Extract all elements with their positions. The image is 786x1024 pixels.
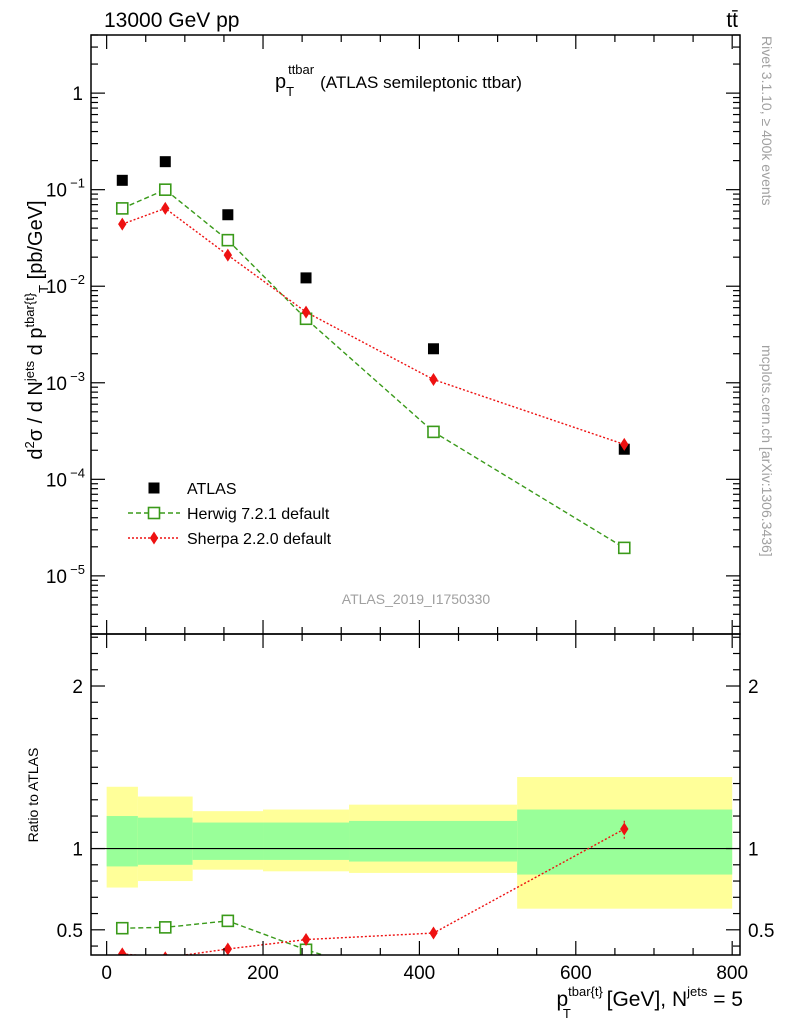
legend-marker-atlas	[148, 482, 160, 494]
ratio-y-tick-label-right-0: 0.5	[748, 921, 774, 942]
herwig-point-4	[427, 425, 440, 439]
title-sub: T	[286, 84, 294, 99]
x-tick-label-4: 800	[716, 963, 748, 984]
main-y-tick-exp-4: −4	[70, 465, 85, 480]
energy-label: 13000 GeV pp	[104, 9, 239, 32]
rivet-label: Rivet 3.1.10, ≥ 400k events	[759, 36, 775, 206]
x-axis-label: ptbar{t} T [GeV], Njets = 5	[556, 984, 743, 1021]
sherpa-ratio-point-0	[118, 947, 127, 955]
ratio-y-tick-label-2: 2	[72, 677, 83, 698]
mcplots-label: mcplots.cern.ch [arXiv:1306.3436]	[759, 345, 775, 557]
main-y-tick-exp-2: −2	[70, 272, 85, 287]
sherpa-ratio-point-3	[301, 933, 311, 947]
xlabel-p: p	[556, 988, 568, 1011]
ratio-y-tick-label-right-2: 2	[748, 677, 759, 698]
band-inner-1	[137, 817, 193, 865]
xlabel-rest: [GeV], N	[601, 988, 687, 1011]
sherpa-point-0	[118, 217, 127, 231]
main-title: pTttbar (ATLAS semileptonic ttbar)	[275, 62, 522, 99]
sherpa-point-5	[620, 437, 629, 451]
x-tick-label-0: 0	[101, 963, 112, 984]
legend-label-atlas: ATLAS	[187, 481, 237, 498]
herwig-ratio-line	[122, 920, 326, 955]
xlabel-end: = 5	[707, 988, 743, 1011]
herwig-point-2	[221, 233, 235, 247]
main-y-tick-exp-1: −1	[70, 176, 85, 191]
legend-label-herwig: Herwig 7.2.1 default	[187, 506, 330, 523]
x-tick-label-1: 200	[247, 963, 279, 984]
band-inner-3	[263, 822, 350, 860]
sherpa-ratio-point-1	[162, 951, 168, 955]
main-y-tick-label-4: 10	[46, 470, 67, 491]
title-p: p	[275, 71, 286, 93]
main-y-tick-exp-3: −3	[70, 369, 85, 384]
main-y-tick-label-5: 10	[46, 567, 67, 588]
title-rest: (ATLAS semileptonic ttbar)	[320, 73, 522, 92]
band-inner-2	[192, 822, 264, 860]
x-tick-label-3: 600	[560, 963, 592, 984]
atlas-point-2	[222, 209, 234, 221]
herwig-point-0	[115, 202, 129, 215]
main-y-tick-label-0: 1	[72, 84, 83, 105]
sherpa-point-3	[301, 305, 311, 319]
sherpa-point-2	[223, 248, 233, 262]
title-sup: ttbar	[288, 62, 315, 77]
sherpa-point-4	[429, 373, 438, 387]
legend-marker-herwig	[147, 506, 161, 520]
main-y-tick-label-3: 10	[46, 374, 67, 395]
xlabel-sub: T	[563, 1006, 571, 1021]
band-inner-0	[106, 816, 138, 867]
sherpa-point-1	[161, 201, 170, 215]
ratio-y-axis-label: Ratio to ATLAS	[25, 748, 41, 843]
atlas-point-3	[300, 272, 312, 284]
atlas-point-4	[427, 343, 439, 355]
herwig-ratio-point-4	[428, 983, 439, 994]
sherpa-ratio-point-2	[223, 942, 233, 955]
atlas-point-0	[116, 174, 128, 186]
main-y-axis-label: d2σ / d Njets d ptbar{t}T [pb/GeV]	[22, 200, 51, 459]
sherpa-ratio-line	[122, 828, 625, 955]
xlabel-sup2: jets	[686, 984, 708, 999]
legend: ATLAS Herwig 7.2.1 default Sherpa 2.2.0 de…	[128, 481, 332, 548]
main-y-tick-exp-5: −5	[70, 562, 85, 577]
analysis-watermark: ATLAS_2019_I1750330	[342, 591, 491, 607]
ratio-y-tick-label-right-1: 1	[748, 840, 759, 861]
herwig-ratio-point-0	[115, 921, 129, 935]
main-y-tick-label-1: 10	[46, 181, 67, 202]
sherpa-ratio-point-4	[429, 926, 438, 940]
atlas-point-1	[159, 156, 171, 168]
process-label: tt̄	[726, 9, 738, 32]
legend-label-sherpa: Sherpa 2.2.0 default	[187, 531, 332, 548]
x-tick-label-2: 400	[404, 963, 436, 984]
herwig-point-1	[158, 183, 172, 196]
ratio-y-tick-label-1: 1	[72, 840, 83, 861]
ratio-y-tick-label-0: 0.5	[57, 921, 83, 942]
ratio-frame	[90, 633, 741, 956]
main-y-tick-label-2: 10	[46, 277, 67, 298]
sherpa-line	[122, 207, 625, 446]
xlabel-sup: tbar{t}	[568, 984, 603, 999]
herwig-point-5	[617, 541, 631, 555]
legend-marker-sherpa	[149, 531, 159, 545]
band-inner-4	[349, 820, 518, 862]
band-inner-5	[517, 809, 733, 875]
herwig-ratio-point-1	[158, 921, 172, 934]
herwig-ratio-point-2	[221, 914, 235, 928]
